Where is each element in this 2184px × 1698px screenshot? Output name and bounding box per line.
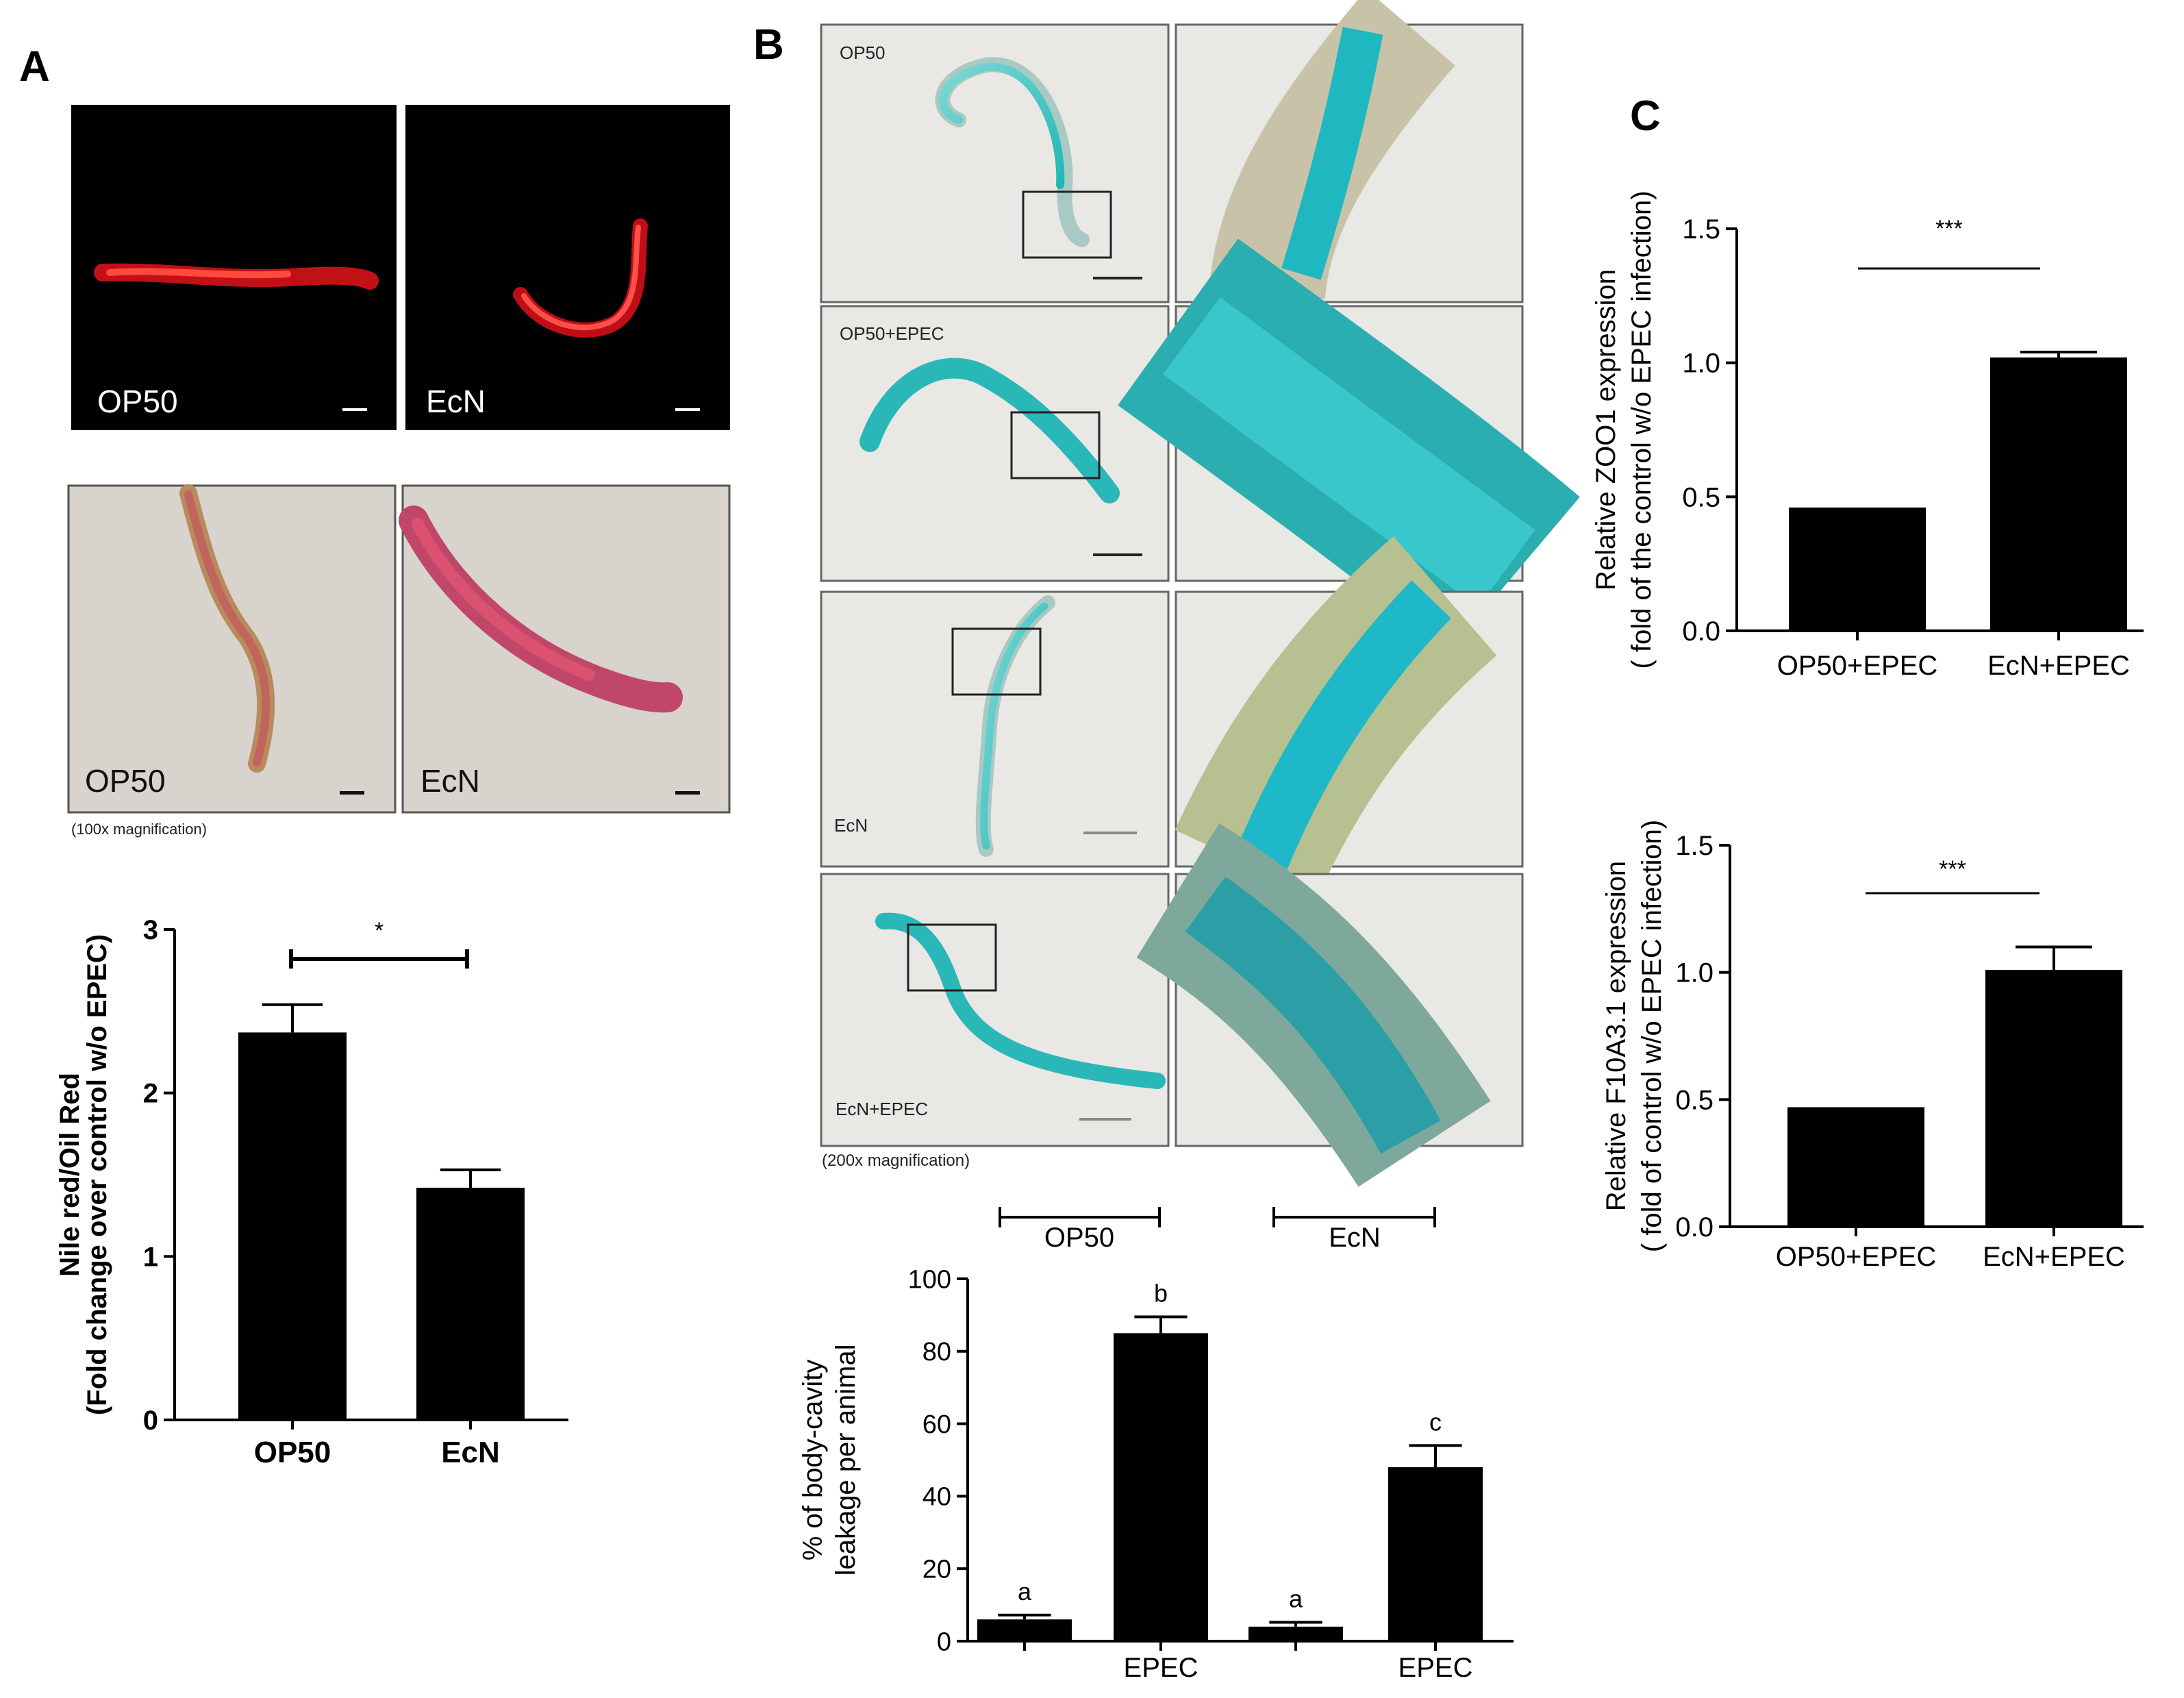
significance-marker: *** — [1935, 216, 1963, 242]
zoom-ecn — [1175, 536, 1524, 897]
scale-bar — [1093, 553, 1142, 556]
significance-letter: a — [1018, 1577, 1032, 1606]
category-label: OP50+EPEC — [1776, 1242, 1937, 1272]
row-label-op50: OP50 — [840, 42, 886, 63]
y-axis-label: Nile red/Oil Red — [55, 1073, 85, 1277]
significance-marker: *** — [1939, 856, 1966, 882]
brightfield-image-ecn: EcN — [399, 484, 731, 814]
panel-b-letter: B — [753, 21, 784, 68]
bar — [977, 1619, 1072, 1641]
y-tick-label: 1.0 — [1675, 958, 1714, 988]
group-label-ecn: EcN — [1329, 1223, 1381, 1253]
y-tick-label: 40 — [922, 1483, 951, 1512]
y-axis-label: (Fold change over control w/o EPEC) — [82, 934, 112, 1415]
row-label-ecn: EcN — [834, 815, 868, 836]
group-bracket-op50: OP50 — [999, 1207, 1161, 1253]
category-label: EcN+EPEC — [1983, 1242, 2125, 1272]
panel-a-letter: A — [19, 43, 50, 90]
row-label-ecn-epec: EcN+EPEC — [836, 1099, 928, 1119]
category-label: EcN — [441, 1436, 500, 1469]
y-tick-label: 3 — [143, 915, 158, 945]
y-tick-label: 20 — [922, 1556, 951, 1584]
panel-c-letter: C — [1630, 92, 1661, 140]
significance-letter: b — [1154, 1279, 1168, 1308]
y-axis-label: Relative F10A3.1 expression — [1601, 861, 1631, 1211]
y-axis-label: ( fold of the control w/o EPEC infection… — [1627, 190, 1657, 669]
y-tick-label: 0.0 — [1675, 1212, 1714, 1243]
category-label: OP50 — [254, 1436, 331, 1469]
scale-bar — [340, 791, 364, 795]
magnification-note-a: (100x magnification) — [71, 821, 207, 838]
category-label: OP50+EPEC — [1777, 651, 1938, 681]
scale-bar — [1093, 277, 1142, 279]
zoom-op50 — [1175, 0, 1524, 303]
fluor-label-ecn: EcN — [426, 384, 486, 419]
row-label-op50-epec: OP50+EPEC — [840, 323, 944, 344]
fluorescence-image-op50: OP50 — [71, 105, 397, 430]
magnification-note-b: (200x magnification) — [822, 1151, 970, 1170]
y-tick-label: 80 — [922, 1338, 951, 1366]
bar — [238, 1032, 347, 1420]
scale-bar — [675, 791, 700, 795]
chart-f10a3: 0.0 0.5 1.0 1.5 OP50+EPEC EcN+EPEC *** Relative… — [1601, 820, 2144, 1272]
y-tick-label: 0.0 — [1682, 616, 1720, 647]
bar — [1388, 1467, 1483, 1641]
category-label: EPEC — [1124, 1653, 1198, 1683]
y-tick-label: 60 — [922, 1410, 951, 1439]
bar — [416, 1188, 525, 1420]
bar — [1114, 1333, 1208, 1641]
micrograph-op50-epec: OP50+EPEC — [820, 305, 1170, 582]
category-label: EPEC — [1398, 1653, 1473, 1683]
micrograph-ecn-epec: EcN+EPEC — [820, 873, 1170, 1147]
bar — [1985, 969, 2122, 1227]
y-tick-label: 0.5 — [1675, 1085, 1714, 1115]
y-tick-label: 100 — [908, 1265, 951, 1294]
category-label: EcN+EPEC — [1987, 651, 2130, 681]
y-tick-label: 0.5 — [1682, 482, 1720, 512]
micrograph-op50: OP50 — [820, 23, 1170, 303]
bar — [1248, 1626, 1343, 1641]
y-axis-label: % of body-cavity — [798, 1360, 828, 1560]
brightfield-image-op50: OP50 — [67, 484, 397, 814]
zoom-ecn-epec — [1136, 823, 1524, 1187]
bright-label-ecn: EcN — [421, 763, 480, 799]
y-axis-label: ( fold of control w/o EPEC infection) — [1637, 820, 1667, 1252]
y-axis-label: leakage per animal — [831, 1345, 861, 1576]
fluor-label-op50: OP50 — [97, 384, 178, 419]
chart-zoo1: 0.0 0.5 1.0 1.5 OP50+EPEC EcN+EPEC *** Relative… — [1591, 190, 2144, 681]
significance-letter: a — [1289, 1584, 1303, 1612]
y-tick-label: 2 — [143, 1079, 158, 1109]
group-label-op50: OP50 — [1044, 1223, 1114, 1253]
bar — [1990, 357, 2127, 631]
scale-bar — [1083, 832, 1137, 834]
scale-bar — [342, 408, 367, 411]
group-bracket-ecn: EcN — [1272, 1207, 1436, 1253]
fluorescence-image-ecn: EcN — [405, 105, 730, 430]
y-tick-label: 1.5 — [1682, 214, 1720, 245]
y-tick-label: 0 — [143, 1406, 158, 1436]
significance-marker: * — [375, 918, 384, 944]
significance-letter: c — [1429, 1408, 1442, 1436]
micrograph-ecn: EcN — [820, 590, 1170, 868]
y-axis-label: Relative ZOO1 expression — [1591, 269, 1621, 590]
y-tick-label: 1.0 — [1682, 349, 1720, 379]
bright-label-op50: OP50 — [85, 763, 166, 799]
scale-bar — [675, 408, 700, 411]
chart-leakage: 0 20 40 60 80 100 a EPEC b a EPEC c % of body-cavity… — [798, 1265, 1514, 1683]
y-tick-label: 1 — [143, 1242, 158, 1272]
y-tick-label: 0 — [937, 1627, 951, 1656]
bar — [1789, 507, 1926, 631]
bar — [1787, 1107, 1924, 1227]
chart-nile-red: 0 1 2 3 OP50 EcN * Nile red/Oil Red(Fold change… — [55, 915, 568, 1469]
zoom-op50-epec — [1118, 238, 1580, 654]
scale-bar — [1079, 1118, 1131, 1121]
y-tick-label: 1.5 — [1675, 831, 1714, 861]
